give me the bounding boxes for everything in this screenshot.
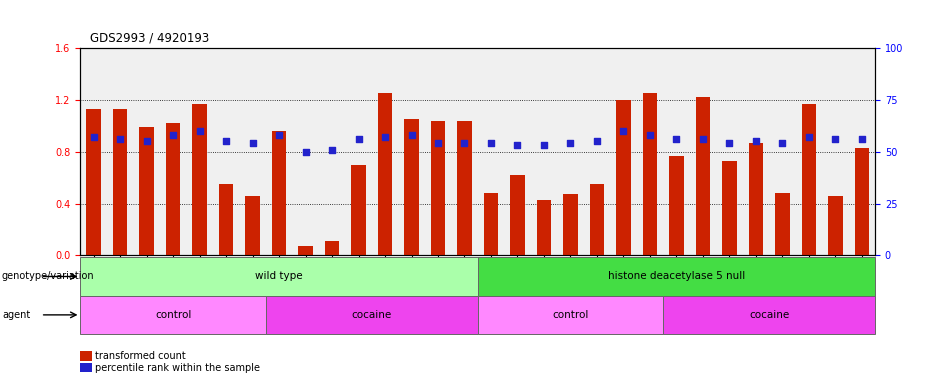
Bar [642, 93, 657, 255]
Bar [616, 100, 631, 255]
Point [219, 138, 234, 144]
Bar [695, 97, 710, 255]
Point [854, 136, 869, 142]
Point [166, 132, 181, 138]
Text: transformed count: transformed count [95, 351, 185, 361]
Bar [80, 257, 478, 296]
Text: control: control [552, 310, 588, 320]
Bar [139, 127, 154, 255]
Bar [351, 165, 366, 255]
Bar [324, 241, 340, 255]
Bar [377, 93, 393, 255]
Bar [86, 109, 101, 255]
Bar [192, 104, 207, 255]
Point [113, 136, 128, 142]
Text: cocaine: cocaine [749, 310, 789, 320]
Text: cocaine: cocaine [352, 310, 392, 320]
Text: genotype/variation: genotype/variation [2, 271, 95, 281]
Text: histone deacetylase 5 null: histone deacetylase 5 null [607, 271, 745, 281]
Point [139, 138, 154, 144]
Bar [775, 193, 790, 255]
Text: GDS2993 / 4920193: GDS2993 / 4920193 [90, 31, 209, 44]
Bar [478, 296, 663, 334]
Point [430, 140, 446, 146]
Point [351, 136, 366, 142]
Bar [430, 121, 446, 255]
Bar [801, 104, 816, 255]
Point [483, 140, 499, 146]
Bar [80, 296, 266, 334]
Point [510, 142, 525, 149]
Point [828, 136, 843, 142]
Text: percentile rank within the sample: percentile rank within the sample [95, 363, 259, 373]
Point [324, 147, 340, 153]
Point [748, 138, 763, 144]
Point [616, 128, 631, 134]
Bar [266, 296, 478, 334]
Bar [166, 123, 181, 255]
Point [298, 149, 313, 155]
Point [563, 140, 578, 146]
Bar [298, 246, 313, 255]
Text: agent: agent [2, 310, 30, 320]
Point [722, 140, 737, 146]
Point [192, 128, 207, 134]
Bar [113, 109, 128, 255]
Point [775, 140, 790, 146]
Point [669, 136, 684, 142]
Bar [219, 184, 234, 255]
Bar [748, 142, 763, 255]
Point [695, 136, 710, 142]
Point [589, 138, 604, 144]
Bar [589, 184, 604, 255]
Bar [272, 131, 287, 255]
Bar [478, 257, 875, 296]
Bar [536, 200, 552, 255]
Bar [404, 119, 419, 255]
Text: control: control [155, 310, 191, 320]
Point [86, 134, 101, 140]
Point [457, 140, 472, 146]
Point [272, 132, 287, 138]
Bar [245, 196, 260, 255]
Bar [483, 193, 499, 255]
Point [536, 142, 552, 149]
Bar [457, 121, 472, 255]
Bar [669, 156, 684, 255]
Point [404, 132, 419, 138]
Bar [854, 148, 869, 255]
Bar [663, 296, 875, 334]
Point [377, 134, 393, 140]
Point [245, 140, 260, 146]
Bar [722, 161, 737, 255]
Point [801, 134, 816, 140]
Text: wild type: wild type [255, 271, 303, 281]
Bar [563, 194, 578, 255]
Bar [510, 175, 525, 255]
Point [642, 132, 657, 138]
Bar [828, 196, 843, 255]
